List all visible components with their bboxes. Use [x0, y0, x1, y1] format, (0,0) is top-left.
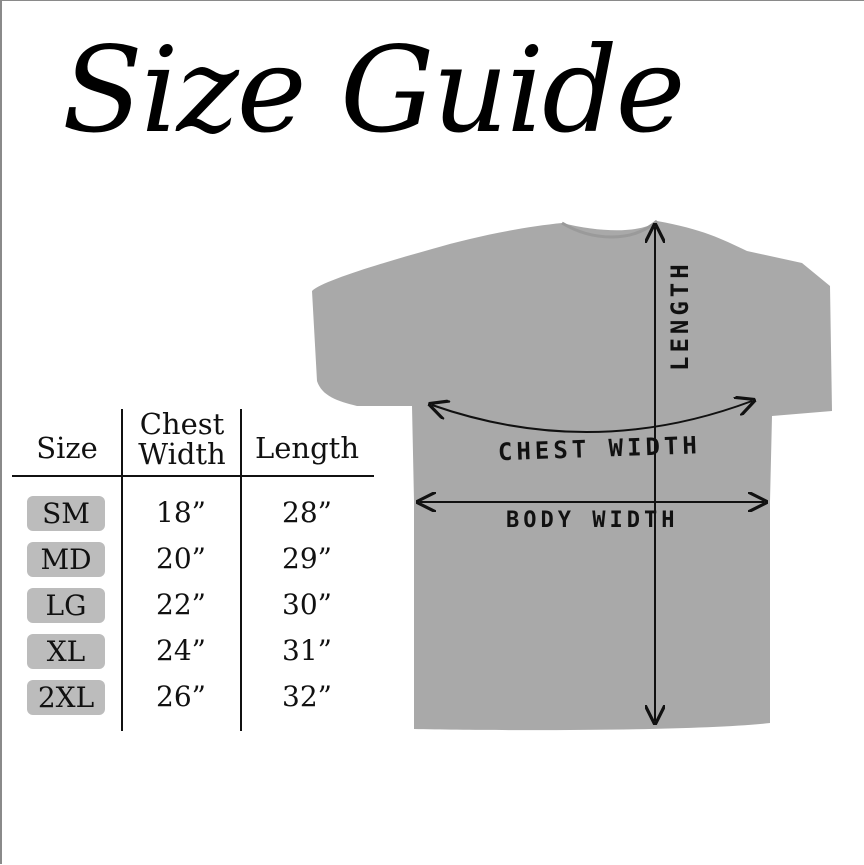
- tshirt-shape: [312, 221, 832, 731]
- size-badge: LG: [27, 588, 105, 623]
- length-value: 32”: [282, 680, 332, 713]
- length-value: 29”: [282, 542, 332, 575]
- size-badge: 2XL: [27, 680, 105, 715]
- header-chest-line1: Chest: [139, 407, 225, 441]
- chest-value: 24”: [156, 634, 206, 667]
- body-width-label: BODY WIDTH: [506, 508, 678, 533]
- length-value: 28”: [282, 496, 332, 529]
- length-value: 31”: [282, 634, 332, 667]
- chest-value: 18”: [156, 496, 206, 529]
- column-divider: [240, 409, 242, 731]
- column-divider: [121, 409, 123, 731]
- header-divider: [12, 475, 374, 477]
- chest-width-arrow: [432, 401, 752, 434]
- chest-value: 20”: [156, 542, 206, 575]
- chest-value: 22”: [156, 588, 206, 621]
- header-chest-line2: Width: [138, 437, 226, 471]
- length-label: LENGTH: [666, 260, 694, 371]
- size-badge: MD: [27, 542, 105, 577]
- header-length: Length: [255, 431, 359, 465]
- chest-value: 26”: [156, 680, 206, 713]
- page-title: Size Guide: [62, 21, 685, 159]
- size-badge: SM: [27, 496, 105, 531]
- length-value: 30”: [282, 588, 332, 621]
- header-size: Size: [36, 431, 98, 465]
- size-badge: XL: [27, 634, 105, 669]
